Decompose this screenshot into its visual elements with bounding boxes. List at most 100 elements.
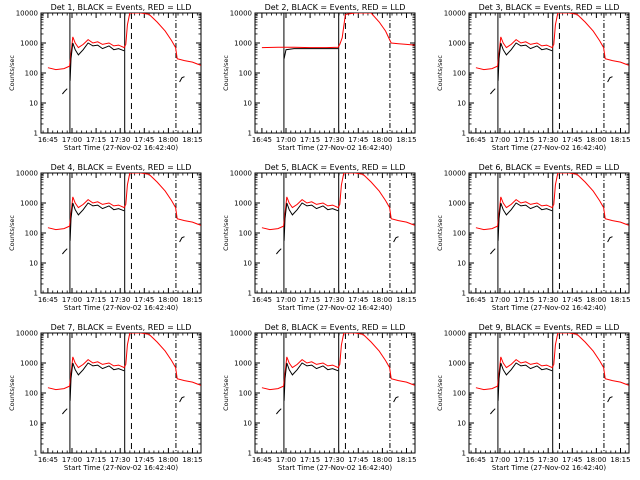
y-tick-label: 10000 bbox=[444, 330, 466, 338]
y-tick-label: 100 bbox=[25, 230, 38, 238]
x-tick-label: 18:00 bbox=[586, 296, 606, 304]
plot-area bbox=[261, 333, 415, 453]
detector-chart-5: Det 5, BLACK = Events, RED = LLD 1 10 100 10… bbox=[222, 163, 417, 312]
y-axis-label: Counts/sec bbox=[436, 375, 444, 411]
y-tick-label: 1000 bbox=[20, 40, 38, 48]
x-tick-label: 17:00 bbox=[276, 296, 296, 304]
y-axis-label: Counts/sec bbox=[222, 375, 230, 411]
y-tick-label: 10 bbox=[457, 420, 466, 428]
x-tick-label: 17:45 bbox=[134, 456, 154, 464]
x-axis-label: Start Time (27-Nov-02 16:42:40) bbox=[64, 304, 178, 312]
x-axis-label: Start Time (27-Nov-02 16:42:40) bbox=[278, 464, 392, 472]
events-pre-segment bbox=[276, 408, 282, 415]
y-tick-label: 100 bbox=[25, 390, 38, 398]
events-post-segment bbox=[179, 76, 185, 83]
plot-frame bbox=[468, 172, 630, 294]
x-tick-label: 16:45 bbox=[38, 296, 58, 304]
y-tick-label: 1 bbox=[248, 450, 252, 458]
x-tick-label: 17:00 bbox=[490, 456, 510, 464]
x-tick-label: 17:15 bbox=[86, 136, 106, 144]
events-post-segment bbox=[393, 396, 399, 403]
y-tick-label: 10000 bbox=[230, 170, 252, 178]
plot-area bbox=[47, 333, 201, 453]
y-tick-label: 1 bbox=[462, 290, 466, 298]
y-tick-label: 1 bbox=[34, 450, 38, 458]
x-tick-label: 17:15 bbox=[514, 296, 534, 304]
events-series-line bbox=[69, 42, 125, 81]
lld-series-line bbox=[47, 173, 201, 231]
x-tick-label: 17:15 bbox=[514, 456, 534, 464]
y-axis-label: Counts/sec bbox=[8, 55, 16, 91]
x-tick-label: 17:00 bbox=[62, 136, 82, 144]
chart-title: Det 7, BLACK = Events, RED = LLD bbox=[51, 323, 192, 332]
y-tick-label: 1 bbox=[462, 130, 466, 138]
plot-frame bbox=[254, 172, 416, 294]
y-axis-label: Counts/sec bbox=[8, 215, 16, 251]
plot-area bbox=[475, 173, 629, 293]
chart-title: Det 3, BLACK = Events, RED = LLD bbox=[479, 3, 620, 12]
y-tick-label: 10 bbox=[243, 260, 252, 268]
detector-chart-3: Det 3, BLACK = Events, RED = LLD 1 10 100 10… bbox=[436, 3, 631, 152]
y-tick-label: 1 bbox=[34, 130, 38, 138]
y-tick-label: 1000 bbox=[448, 360, 466, 368]
events-post-segment bbox=[607, 396, 613, 403]
events-pre-segment bbox=[490, 88, 496, 95]
x-tick-label: 17:45 bbox=[562, 456, 582, 464]
plot-frame bbox=[40, 332, 202, 454]
x-tick-label: 17:00 bbox=[62, 456, 82, 464]
x-tick-label: 17:15 bbox=[514, 136, 534, 144]
y-tick-label: 1 bbox=[248, 290, 252, 298]
x-tick-label: 18:15 bbox=[182, 456, 202, 464]
y-tick-label: 10 bbox=[29, 260, 38, 268]
x-tick-label: 18:00 bbox=[586, 456, 606, 464]
x-tick-label: 18:15 bbox=[610, 456, 630, 464]
x-tick-label: 18:15 bbox=[610, 296, 630, 304]
events-pre-segment bbox=[62, 88, 68, 95]
x-tick-label: 18:00 bbox=[372, 296, 392, 304]
plot-area bbox=[475, 333, 629, 453]
y-tick-label: 1000 bbox=[448, 40, 466, 48]
events-series-line bbox=[497, 42, 553, 81]
x-axis-label: Start Time (27-Nov-02 16:42:40) bbox=[278, 144, 392, 152]
lld-series-line bbox=[261, 333, 415, 391]
x-tick-label: 17:45 bbox=[562, 136, 582, 144]
x-tick-label: 17:30 bbox=[324, 136, 344, 144]
lld-series-line bbox=[475, 13, 629, 71]
y-tick-label: 1000 bbox=[234, 40, 252, 48]
y-tick-label: 10000 bbox=[444, 170, 466, 178]
chart-title: Det 6, BLACK = Events, RED = LLD bbox=[479, 163, 620, 172]
y-axis-label: Counts/sec bbox=[222, 215, 230, 251]
y-tick-label: 100 bbox=[239, 70, 252, 78]
y-axis-label: Counts/sec bbox=[436, 55, 444, 91]
chart-title: Det 4, BLACK = Events, RED = LLD bbox=[51, 163, 192, 172]
y-tick-label: 100 bbox=[25, 70, 38, 78]
lld-series-line bbox=[47, 333, 201, 391]
x-axis-label: Start Time (27-Nov-02 16:42:40) bbox=[64, 464, 178, 472]
chart-title: Det 9, BLACK = Events, RED = LLD bbox=[479, 323, 620, 332]
x-axis-label: Start Time (27-Nov-02 16:42:40) bbox=[278, 304, 392, 312]
y-tick-label: 10 bbox=[457, 100, 466, 108]
x-tick-label: 18:15 bbox=[396, 456, 416, 464]
y-axis-label: Counts/sec bbox=[8, 375, 16, 411]
plot-frame bbox=[468, 12, 630, 134]
y-tick-label: 1000 bbox=[20, 360, 38, 368]
plot-frame bbox=[468, 332, 630, 454]
detector-chart-1: Det 1, BLACK = Events, RED = LLD 1 10 100 10… bbox=[8, 3, 203, 152]
x-tick-label: 17:45 bbox=[348, 296, 368, 304]
plot-area bbox=[261, 173, 415, 293]
y-tick-label: 1 bbox=[34, 290, 38, 298]
chart-title: Det 8, BLACK = Events, RED = LLD bbox=[265, 323, 406, 332]
chart-title: Det 2, BLACK = Events, RED = LLD bbox=[265, 3, 406, 12]
events-post-segment bbox=[179, 236, 185, 243]
x-tick-label: 17:15 bbox=[86, 456, 106, 464]
chart-title: Det 5, BLACK = Events, RED = LLD bbox=[265, 163, 406, 172]
chart-title: Det 1, BLACK = Events, RED = LLD bbox=[51, 3, 192, 12]
y-tick-label: 10000 bbox=[16, 170, 38, 178]
x-axis-label: Start Time (27-Nov-02 16:42:40) bbox=[492, 304, 606, 312]
x-tick-label: 18:15 bbox=[396, 296, 416, 304]
events-post-segment bbox=[607, 76, 613, 83]
x-axis-label: Start Time (27-Nov-02 16:42:40) bbox=[492, 464, 606, 472]
x-tick-label: 18:00 bbox=[158, 456, 178, 464]
x-tick-label: 17:00 bbox=[490, 136, 510, 144]
